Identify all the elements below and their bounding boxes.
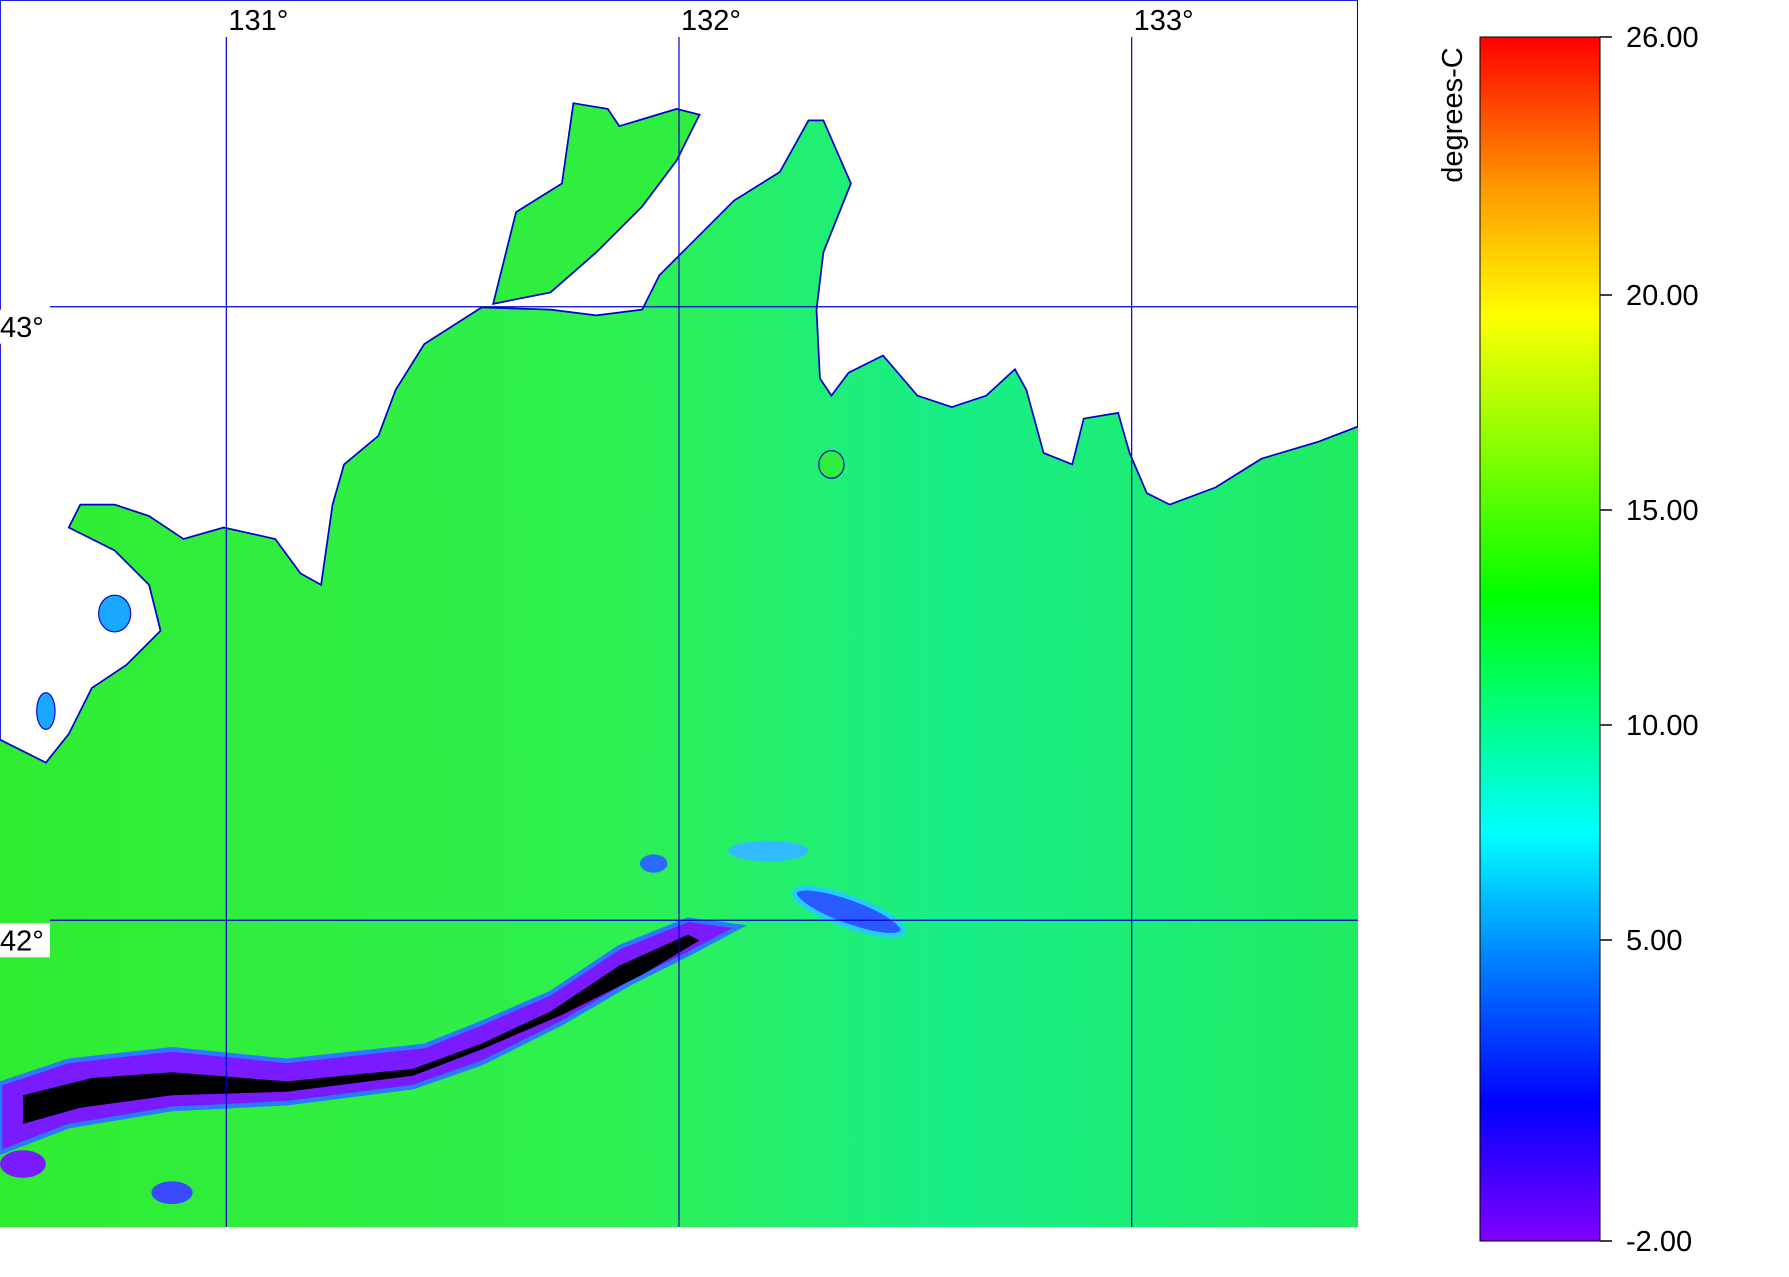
lat-label: 43° [0, 312, 44, 344]
cold-patch [639, 854, 668, 873]
lat-label-bg [0, 923, 50, 958]
lat-label: 42° [0, 925, 44, 957]
lagoon [36, 692, 56, 730]
cold-patch [0, 1150, 46, 1178]
lat-label-bg [0, 309, 50, 344]
colorbar-tick-label: 10.00 [1626, 710, 1699, 742]
cold-patch [728, 840, 809, 862]
colorbar-tick-label: 15.00 [1626, 495, 1699, 527]
colorbar-tick-label: -2.00 [1626, 1226, 1692, 1258]
bay [491, 102, 701, 306]
land [0, 0, 1358, 764]
inlet [818, 450, 845, 479]
lon-label: 131° [228, 5, 288, 37]
colorbar-tick-label: 20.00 [1626, 280, 1699, 312]
lagoon [98, 594, 132, 633]
colorbar-label: degrees-C [1437, 47, 1469, 182]
colorbar-tick-label: 5.00 [1626, 925, 1682, 957]
cold-core [22, 934, 700, 1124]
lon-label: 133° [1134, 5, 1194, 37]
colorbar-tick-label: 26.00 [1626, 22, 1699, 54]
graticule [50, 37, 1358, 1227]
cold-patch [151, 1181, 193, 1205]
cold-patch [792, 885, 906, 938]
lon-label: 132° [681, 5, 741, 37]
colorbar [1479, 36, 1601, 1242]
